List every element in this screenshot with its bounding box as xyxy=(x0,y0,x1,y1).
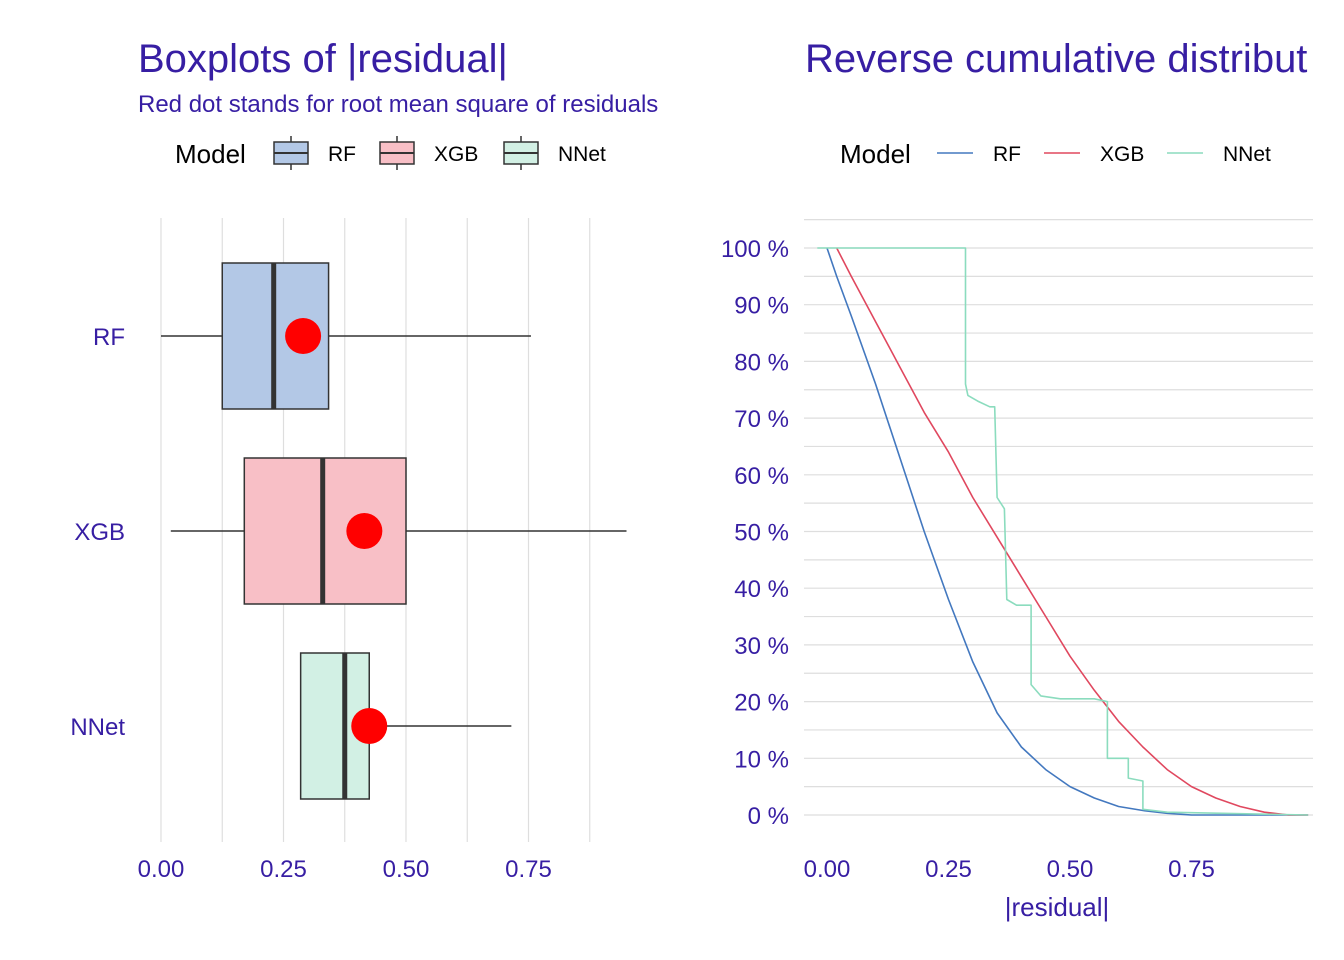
boxplot-y-tick-label: NNet xyxy=(70,714,125,741)
boxplot-x-tick-label: 0.00 xyxy=(138,856,185,883)
boxplot-y-tick-label: XGB xyxy=(74,519,125,546)
ecdf-y-tick-label: 60 % xyxy=(734,463,789,490)
rmse-dot xyxy=(285,318,322,354)
ecdf-x-axis-title: |residual| xyxy=(1005,892,1110,922)
ecdf-y-tick-label: 30 % xyxy=(734,633,789,660)
rmse-dot xyxy=(346,513,383,549)
boxplot-xgb xyxy=(170,457,627,605)
ecdf-y-tick-label: 100 % xyxy=(721,236,789,263)
boxplot-boxes xyxy=(161,262,627,800)
legend-key-nnet xyxy=(503,136,539,170)
boxplot-nnet xyxy=(299,652,512,800)
ecdf-legend: Model RF XGB NNet xyxy=(840,139,1271,169)
ecdf-x-tick-label: 0.75 xyxy=(1168,856,1215,883)
boxplot-x-tick-label: 0.25 xyxy=(260,856,307,883)
boxplot-title: Boxplots of |residual| xyxy=(138,37,508,81)
legend-label-nnet: NNet xyxy=(558,143,606,166)
ecdf-x-tick-label: 0.25 xyxy=(925,856,972,883)
boxplot-x-tick-label: 0.50 xyxy=(383,856,430,883)
ecdf-x-tick-label: 0.00 xyxy=(804,856,851,883)
ecdf-tick-labels: 0 % 10 % 20 % 30 % 40 % 50 % 60 % 70 % 80 % 90 % 1… xyxy=(721,236,1215,883)
legend-key-rf xyxy=(273,136,309,170)
rmse-dot xyxy=(351,708,388,744)
ecdf-line-rf xyxy=(826,247,1309,816)
ecdf-legend-label-nnet: NNet xyxy=(1223,143,1271,166)
legend-label-rf: RF xyxy=(328,143,356,166)
ecdf-y-tick-label: 90 % xyxy=(734,293,789,320)
ecdf-y-tick-label: 20 % xyxy=(734,690,789,717)
legend-key-xgb xyxy=(379,136,415,170)
ecdf-y-tick-label: 40 % xyxy=(734,576,789,603)
ecdf-legend-label-rf: RF xyxy=(993,143,1021,166)
ecdf-y-tick-label: 50 % xyxy=(734,520,789,547)
legend-label-xgb: XGB xyxy=(434,143,478,166)
ecdf-line-nnet xyxy=(817,247,1309,816)
ecdf-y-tick-label: 70 % xyxy=(734,406,789,433)
boxplot-y-tick-label: RF xyxy=(93,324,125,351)
boxplot-x-tick-label: 0.75 xyxy=(505,856,552,883)
boxplot-legend-title: Model xyxy=(175,139,246,169)
boxplot-tick-labels: 0.00 0.25 0.50 0.75 RF XGB NNet xyxy=(70,324,552,883)
ecdf-line-xgb xyxy=(835,247,1309,816)
ecdf-title: Reverse cumulative distribut xyxy=(805,37,1307,81)
ecdf-y-tick-label: 80 % xyxy=(734,349,789,376)
ecdf-x-tick-label: 0.50 xyxy=(1047,856,1094,883)
ecdf-gridlines xyxy=(804,219,1313,816)
ecdf-y-tick-label: 10 % xyxy=(734,746,789,773)
ecdf-legend-title: Model xyxy=(840,139,911,169)
ecdf-y-tick-label: 0 % xyxy=(748,803,789,830)
ecdf-legend-label-xgb: XGB xyxy=(1100,143,1144,166)
boxplot-rf xyxy=(161,262,531,410)
ecdf-lines xyxy=(817,247,1309,816)
boxplot-legend: Model RF XGB NNet xyxy=(175,136,606,170)
boxplot-subtitle: Red dot stands for root mean square of r… xyxy=(138,91,658,118)
